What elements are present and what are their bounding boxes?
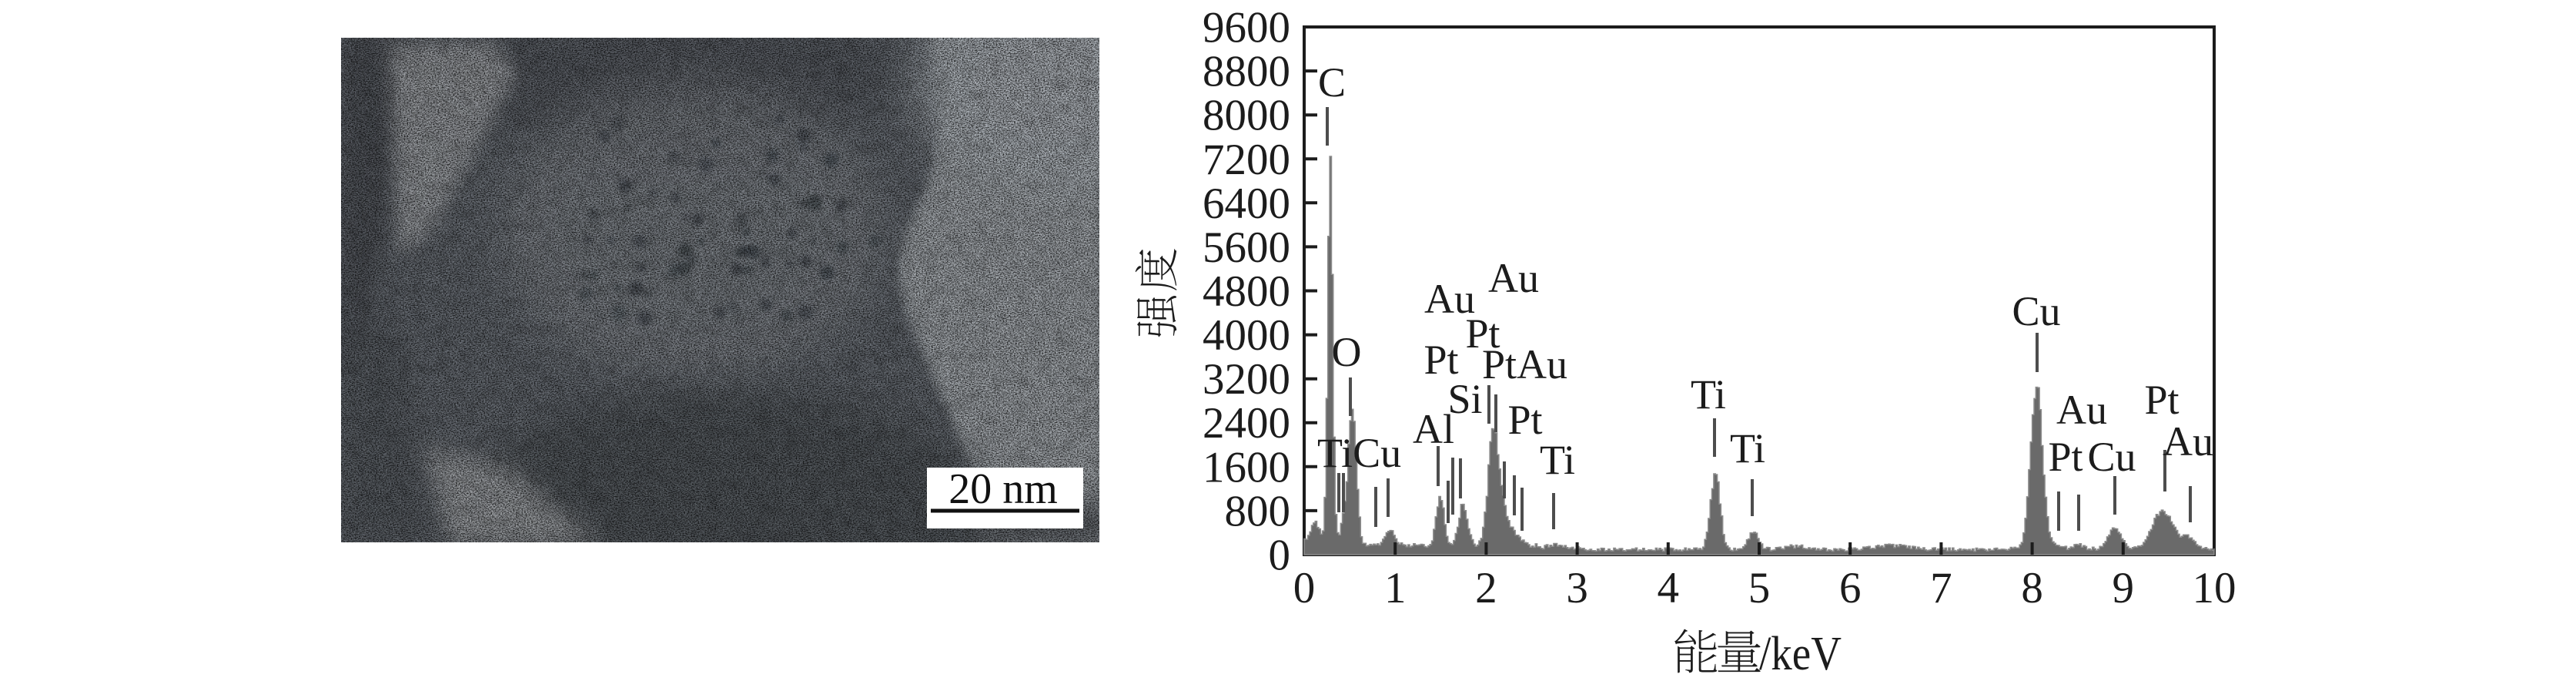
svg-text:TiCu: TiCu	[1317, 430, 1401, 476]
svg-text:9600: 9600	[1203, 4, 1290, 52]
svg-text:Ti: Ti	[1540, 437, 1575, 483]
svg-text:7200: 7200	[1203, 136, 1290, 184]
svg-text:Au: Au	[1424, 276, 1475, 322]
svg-text:Au: Au	[2163, 418, 2213, 465]
svg-text:Pt: Pt	[1423, 337, 1458, 383]
svg-text:10: 10	[2193, 564, 2236, 612]
svg-text:1: 1	[1384, 564, 1407, 612]
svg-text:Al: Al	[1413, 406, 1454, 452]
svg-text:4000: 4000	[1203, 311, 1290, 360]
svg-text:800: 800	[1225, 487, 1291, 535]
svg-text:Ti: Ti	[1730, 425, 1765, 471]
svg-text:8000: 8000	[1203, 92, 1290, 140]
svg-text:Au: Au	[1488, 255, 1539, 301]
svg-text:C: C	[1318, 59, 1346, 106]
svg-text:Ti: Ti	[1691, 371, 1726, 418]
svg-text:Pt: Pt	[1465, 310, 1500, 357]
svg-text:/keV: /keV	[1759, 628, 1842, 680]
svg-text:1600: 1600	[1203, 443, 1290, 491]
svg-text:6400: 6400	[1203, 179, 1290, 228]
svg-text:Pt: Pt	[1507, 397, 1542, 443]
svg-text:8: 8	[2021, 564, 2043, 612]
svg-text:8800: 8800	[1203, 48, 1290, 96]
svg-text:Si: Si	[1447, 376, 1482, 422]
svg-text:2: 2	[1475, 564, 1497, 612]
svg-text:6: 6	[1839, 564, 1862, 612]
svg-text:4800: 4800	[1203, 267, 1290, 316]
svg-text:9: 9	[2113, 564, 2135, 612]
svg-text:0: 0	[1269, 532, 1291, 580]
svg-text:Pt: Pt	[2144, 377, 2179, 423]
svg-text:0: 0	[1293, 564, 1316, 612]
svg-text:Cu: Cu	[2012, 288, 2060, 334]
svg-text:7: 7	[1930, 564, 1952, 612]
svg-text:Cu: Cu	[2087, 434, 2136, 480]
svg-text:Au: Au	[2056, 387, 2107, 433]
svg-text:Pt: Pt	[2048, 434, 2083, 480]
svg-text:3200: 3200	[1203, 355, 1290, 404]
svg-text:20 nm: 20 nm	[948, 465, 1058, 513]
svg-text:5600: 5600	[1203, 223, 1290, 272]
svg-text:2400: 2400	[1203, 399, 1290, 448]
svg-text:PtAu: PtAu	[1482, 341, 1567, 387]
svg-text:4: 4	[1658, 564, 1680, 612]
svg-text:5: 5	[1748, 564, 1771, 612]
svg-text:O: O	[1332, 329, 1362, 375]
svg-text:3: 3	[1566, 564, 1588, 612]
